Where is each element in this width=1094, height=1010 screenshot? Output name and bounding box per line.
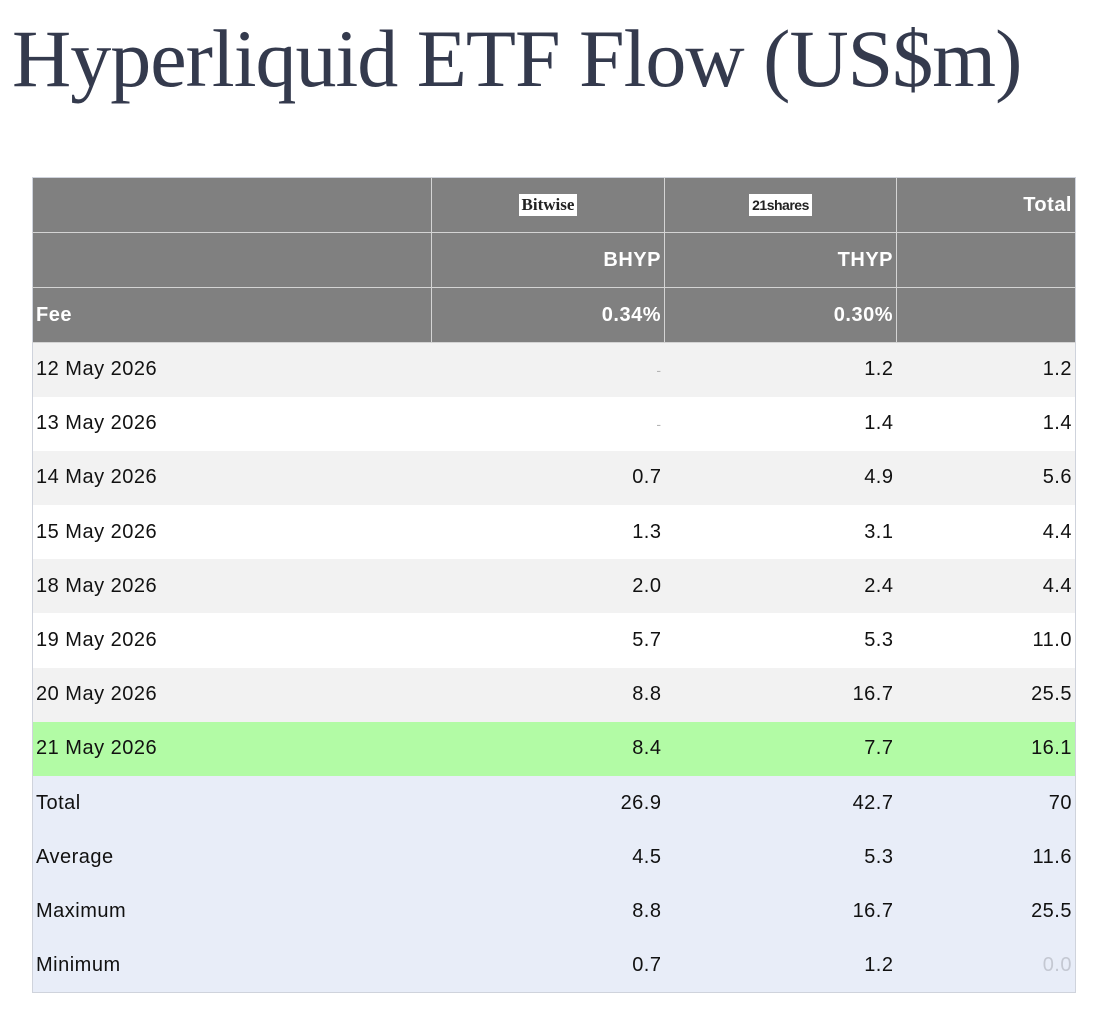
- summary-label: Total: [32, 776, 432, 831]
- row-total: 5.6: [896, 450, 1076, 506]
- row-bhyp: 8.8: [431, 667, 665, 722]
- row-bhyp: 8.4: [431, 721, 665, 776]
- summary-total: 25.5: [896, 884, 1076, 939]
- row-total: 25.5: [896, 667, 1076, 722]
- ticker-header-row: BHYP THYP: [32, 232, 1076, 288]
- table-row-highlighted: 21 May 2026 8.4 7.7 16.1: [32, 721, 1076, 776]
- row-total: 16.1: [896, 721, 1076, 776]
- row-date: 21 May 2026: [32, 721, 432, 776]
- fee-thyp: 0.30%: [664, 287, 897, 343]
- summary-total: 0.0: [896, 938, 1076, 993]
- ticker-bhyp: BHYP: [431, 232, 665, 288]
- table-row: 15 May 2026 1.3 3.1 4.4: [32, 505, 1076, 560]
- fee-header-row: Fee 0.34% 0.30%: [32, 287, 1076, 343]
- row-bhyp: 0.7: [431, 450, 665, 506]
- summary-thyp: 42.7: [664, 776, 897, 831]
- 21shares-header-cell: 21shares: [664, 177, 897, 233]
- bitwise-logo: Bitwise: [518, 194, 578, 217]
- row-date: 20 May 2026: [32, 667, 432, 722]
- summary-row-maximum: Maximum 8.8 16.7 25.5: [32, 884, 1076, 939]
- issuer-header-row: Bitwise 21shares Total: [32, 177, 1076, 233]
- row-thyp: 1.2: [664, 342, 897, 397]
- fee-bhyp: 0.34%: [431, 287, 665, 343]
- row-total: 11.0: [896, 613, 1076, 668]
- 21shares-logo: 21shares: [749, 194, 812, 217]
- summary-bhyp: 8.8: [431, 884, 665, 939]
- summary-bhyp: 26.9: [431, 776, 665, 831]
- row-date: 14 May 2026: [32, 450, 432, 506]
- row-thyp: 1.4: [664, 396, 897, 451]
- table-row: 14 May 2026 0.7 4.9 5.6: [32, 450, 1076, 506]
- summary-thyp: 1.2: [664, 938, 897, 993]
- summary-total: 11.6: [896, 830, 1076, 885]
- row-bhyp: -: [431, 396, 665, 451]
- row-date: 12 May 2026: [32, 342, 432, 397]
- table-row: 13 May 2026 - 1.4 1.4: [32, 396, 1076, 451]
- bitwise-header-cell: Bitwise: [431, 177, 665, 233]
- header-blank-cell: [32, 232, 432, 288]
- row-thyp: 5.3: [664, 613, 897, 668]
- summary-label: Minimum: [32, 938, 432, 993]
- row-bhyp: 2.0: [431, 559, 665, 614]
- row-thyp: 7.7: [664, 721, 897, 776]
- total-column-header: Total: [896, 177, 1076, 233]
- row-total: 1.2: [896, 342, 1076, 397]
- summary-bhyp: 4.5: [431, 830, 665, 885]
- row-date: 19 May 2026: [32, 613, 432, 668]
- summary-total: 70: [896, 776, 1076, 831]
- summary-label: Maximum: [32, 884, 432, 939]
- summary-row-total: Total 26.9 42.7 70: [32, 776, 1076, 831]
- header-blank-cell: [896, 232, 1076, 288]
- header-blank-cell: [896, 287, 1076, 343]
- table-row: 20 May 2026 8.8 16.7 25.5: [32, 667, 1076, 722]
- summary-row-minimum: Minimum 0.7 1.2 0.0: [32, 938, 1076, 993]
- summary-row-average: Average 4.5 5.3 11.6: [32, 830, 1076, 885]
- row-date: 18 May 2026: [32, 559, 432, 614]
- table-row: 19 May 2026 5.7 5.3 11.0: [32, 613, 1076, 668]
- row-thyp: 3.1: [664, 505, 897, 560]
- row-total: 1.4: [896, 396, 1076, 451]
- header-blank-cell: [32, 177, 432, 233]
- row-total: 4.4: [896, 505, 1076, 560]
- ticker-thyp: THYP: [664, 232, 897, 288]
- row-bhyp: 5.7: [431, 613, 665, 668]
- row-thyp: 2.4: [664, 559, 897, 614]
- page-title: Hyperliquid ETF Flow (US$m): [12, 13, 1022, 104]
- row-date: 15 May 2026: [32, 505, 432, 560]
- summary-label: Average: [32, 830, 432, 885]
- row-thyp: 4.9: [664, 450, 897, 506]
- row-bhyp: 1.3: [431, 505, 665, 560]
- summary-thyp: 16.7: [664, 884, 897, 939]
- summary-bhyp: 0.7: [431, 938, 665, 993]
- row-date: 13 May 2026: [32, 396, 432, 451]
- row-bhyp: -: [431, 342, 665, 397]
- row-total: 4.4: [896, 559, 1076, 614]
- table-row: 18 May 2026 2.0 2.4 4.4: [32, 559, 1076, 614]
- table-row: 12 May 2026 - 1.2 1.2: [32, 342, 1076, 397]
- summary-thyp: 5.3: [664, 830, 897, 885]
- fee-label: Fee: [32, 287, 432, 343]
- row-thyp: 16.7: [664, 667, 897, 722]
- etf-flow-table: Bitwise 21shares Total BHYP THYP Fee 0.3…: [32, 177, 1076, 994]
